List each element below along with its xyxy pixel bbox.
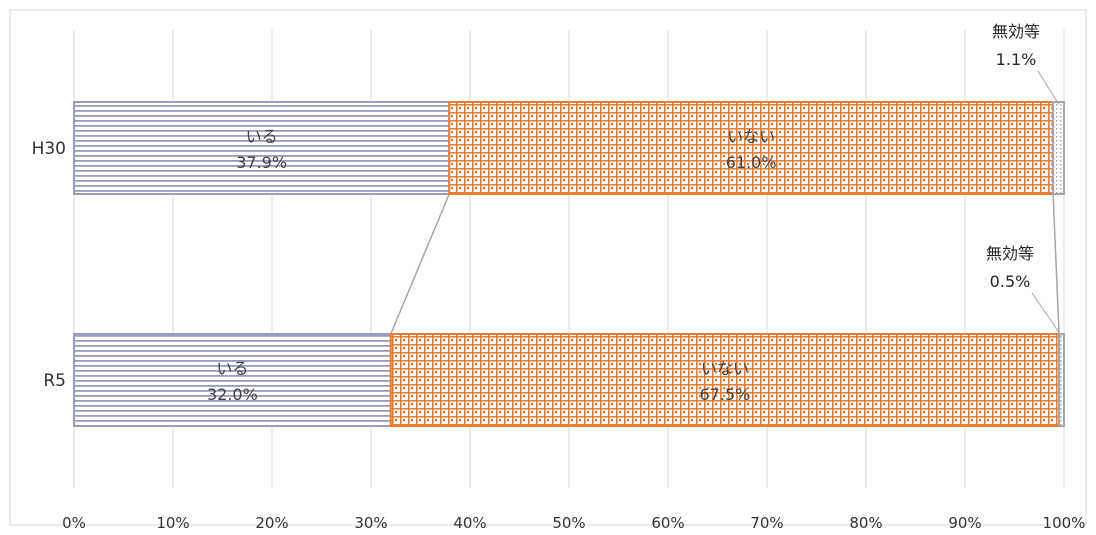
data-label-name: いる bbox=[246, 127, 278, 146]
series-line bbox=[1052, 193, 1060, 335]
x-tick-label: 50% bbox=[552, 514, 585, 532]
data-label-value: 32.0% bbox=[207, 385, 258, 404]
y-axis-category-labels: H30 R5 bbox=[32, 139, 66, 391]
data-label-value: 37.9% bbox=[236, 153, 287, 172]
data-label-value: 61.0% bbox=[726, 153, 777, 172]
data-label-callout-value: 1.1% bbox=[996, 50, 1037, 69]
data-label-callout-name: 無効等 bbox=[992, 22, 1040, 41]
x-tick-label: 80% bbox=[849, 514, 882, 532]
bar-segment-R5-無効等 bbox=[1058, 333, 1066, 427]
bar-segment-H30-いない bbox=[448, 101, 1055, 195]
x-tick-label: 0% bbox=[62, 514, 86, 532]
x-tick-label: 10% bbox=[156, 514, 189, 532]
data-label-callout-name: 無効等 bbox=[986, 244, 1034, 263]
x-tick-label: 90% bbox=[948, 514, 981, 532]
x-axis-tick-labels: 0% 10% 20% 30% 40% 50% 60% 70% 80% 90% 100% bbox=[62, 514, 1085, 532]
data-label-callout-value: 0.5% bbox=[990, 272, 1031, 291]
chart-area-border bbox=[9, 9, 1087, 526]
bar-segment-R5-いない bbox=[389, 333, 1061, 427]
data-label-name: いない bbox=[701, 359, 749, 378]
x-tick-label: 30% bbox=[354, 514, 387, 532]
x-tick-label: 20% bbox=[255, 514, 288, 532]
series-line bbox=[390, 193, 450, 335]
bar-segment-H30-無効等 bbox=[1052, 101, 1065, 195]
category-label: H30 bbox=[32, 139, 66, 159]
callout-leader-line bbox=[1031, 292, 1062, 337]
data-label-name: いる bbox=[216, 359, 248, 378]
x-tick-label: 60% bbox=[651, 514, 684, 532]
series-lines bbox=[390, 193, 1060, 335]
x-tick-label: 100% bbox=[1043, 514, 1086, 532]
x-tick-label: 40% bbox=[453, 514, 486, 532]
callout-leader-line bbox=[1037, 70, 1059, 105]
x-tick-label: 70% bbox=[750, 514, 783, 532]
bar-segment-R5-いる bbox=[73, 333, 392, 427]
data-label-name: いない bbox=[727, 127, 775, 146]
bar-segment-H30-いる bbox=[73, 101, 451, 195]
category-label: R5 bbox=[43, 371, 66, 391]
data-labels: いる 37.9% いない 61.0% 無効等 1.1% いる 32.0% いない 67.5% 無効等… bbox=[207, 22, 1062, 404]
bars bbox=[73, 101, 1066, 427]
data-label-value: 67.5% bbox=[700, 385, 751, 404]
